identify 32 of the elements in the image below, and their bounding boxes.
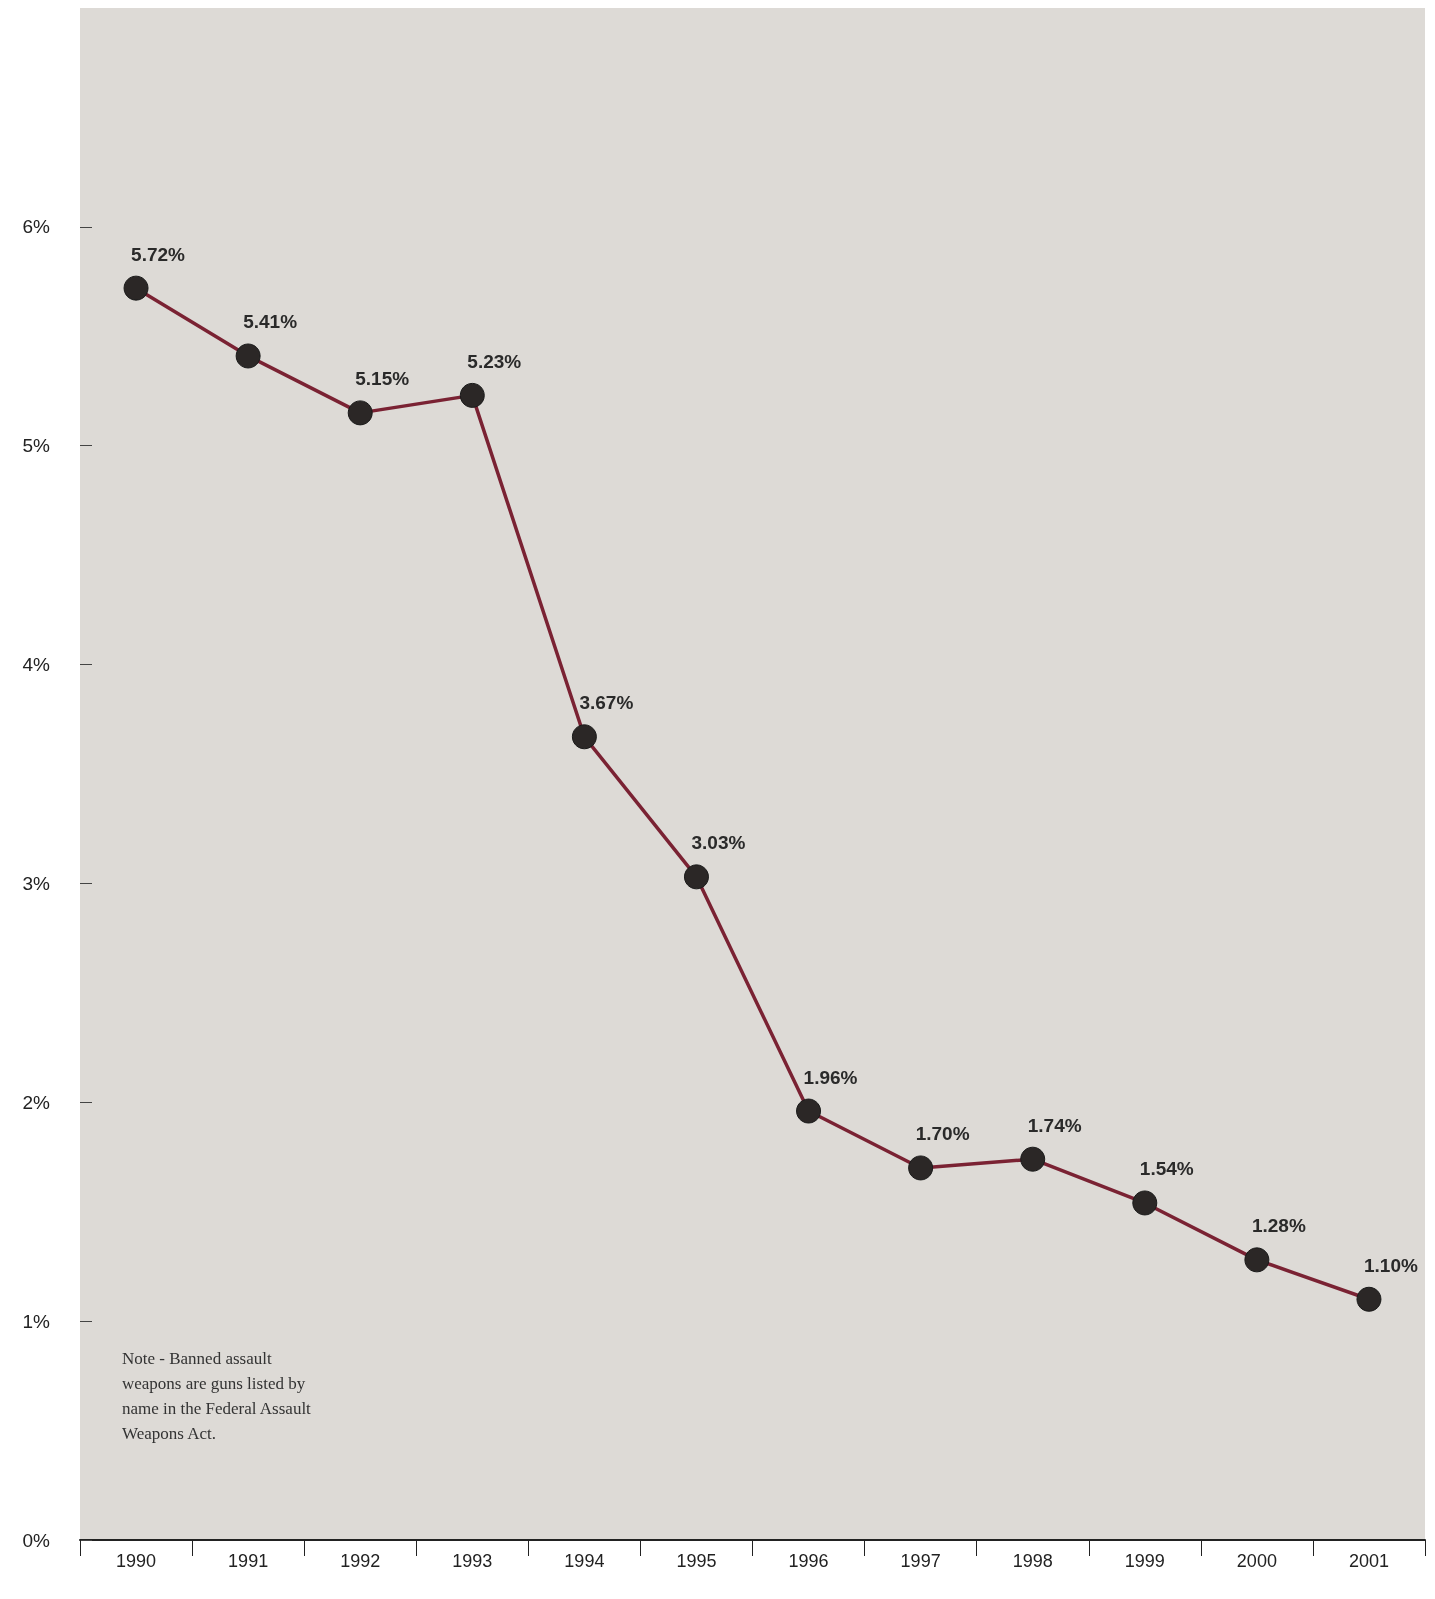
- x-tick-label: 2000: [1236, 1551, 1277, 1571]
- data-label: 5.23%: [467, 350, 522, 372]
- x-tick-label: 1999: [1124, 1551, 1165, 1571]
- annotation: Note - Banned assault weapons are guns listed by name in the Federal Assault Weapons Act.: [122, 1349, 316, 1443]
- y-tick-label: 0%: [22, 1529, 51, 1551]
- x-tick-label: 2001: [1348, 1551, 1389, 1571]
- x-tick-label: 1990: [116, 1551, 157, 1571]
- x-tick-label: 1993: [452, 1551, 493, 1571]
- y-tick-label: 3%: [22, 872, 51, 894]
- data-label: 1.54%: [1139, 1158, 1194, 1180]
- y-tick-label: 5%: [22, 435, 51, 457]
- x-tick-label: 1994: [564, 1551, 605, 1571]
- data-label: 1.74%: [1027, 1114, 1082, 1136]
- data-label: 1.10%: [1364, 1254, 1418, 1276]
- x-tick-label: 1996: [788, 1551, 829, 1571]
- data-label: 5.41%: [243, 311, 298, 333]
- x-tick-label: 1992: [340, 1551, 381, 1571]
- data-label: 5.15%: [355, 368, 410, 390]
- data-label: 1.70%: [915, 1123, 970, 1145]
- y-tick-label: 6%: [22, 216, 51, 238]
- x-tick-label: 1998: [1012, 1551, 1053, 1571]
- x-tick-label: 1995: [676, 1551, 717, 1571]
- data-label: 1.28%: [1251, 1215, 1306, 1237]
- data-label: 5.72%: [131, 243, 186, 265]
- data-label: 1.96%: [803, 1066, 858, 1088]
- data-label: 3.03%: [691, 832, 746, 854]
- x-tick-label: 1997: [900, 1551, 941, 1571]
- y-tick-label: 1%: [22, 1310, 51, 1332]
- x-tick-label: 1991: [228, 1551, 269, 1571]
- y-tick-label: 2%: [22, 1091, 51, 1113]
- y-tick-label: 4%: [22, 654, 51, 676]
- data-label: 3.67%: [579, 692, 634, 714]
